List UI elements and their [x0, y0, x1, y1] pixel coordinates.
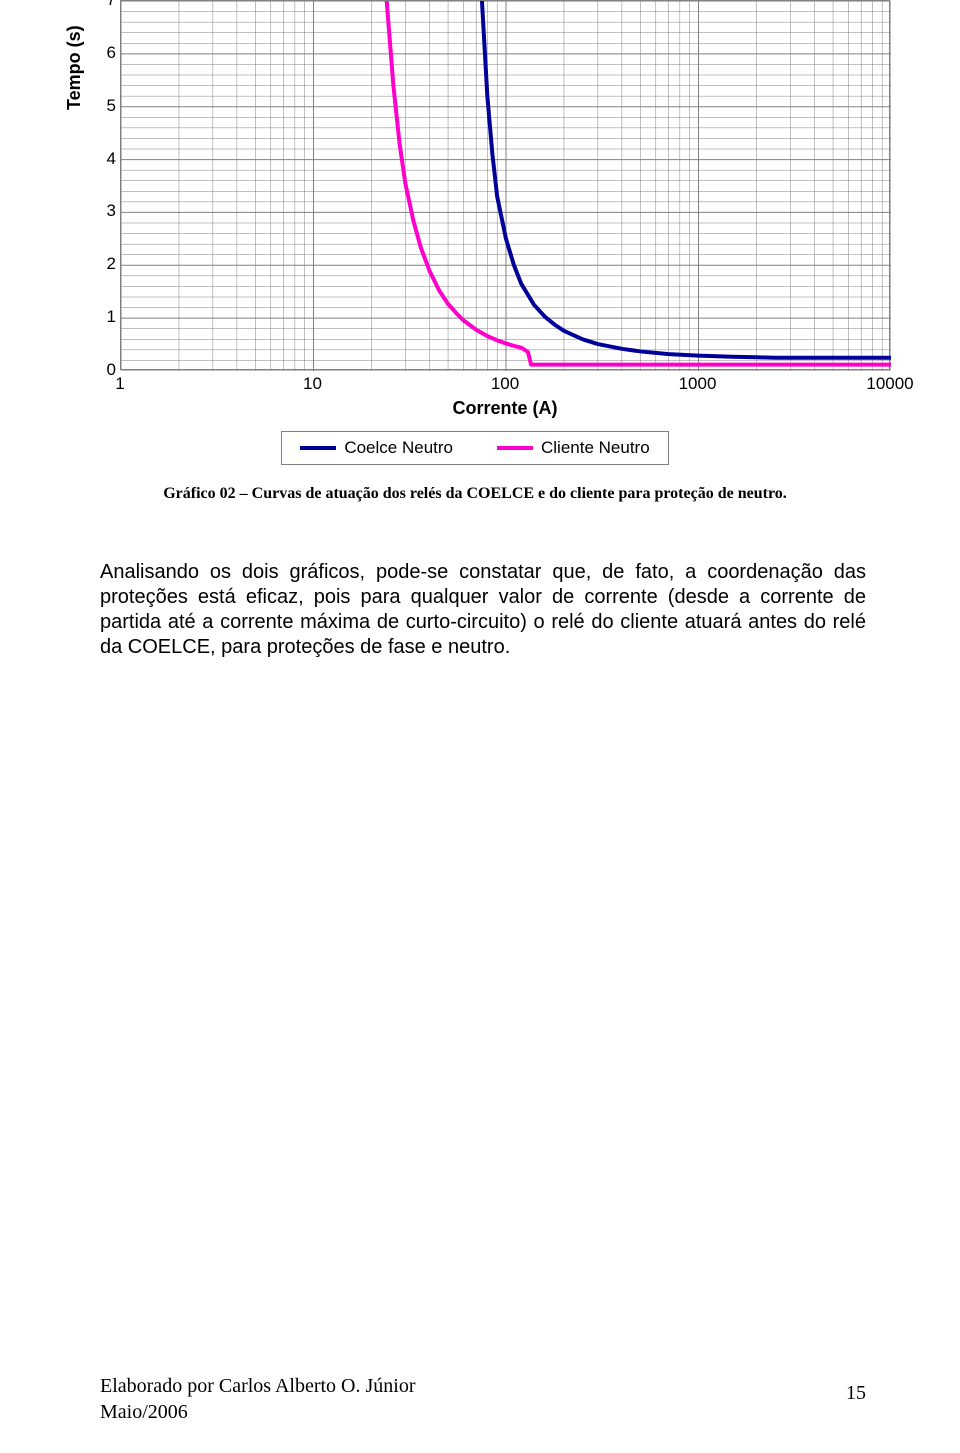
- y-axis-ticks: 01234567: [92, 0, 116, 370]
- y-tick-label: 5: [92, 96, 116, 116]
- y-tick-label: 0: [92, 360, 116, 380]
- legend-swatch: [497, 446, 533, 450]
- chart-container: Tempo (s) 01234567 110100100010000 Corre…: [60, 0, 890, 503]
- y-axis-label: Tempo (s): [64, 25, 85, 110]
- y-tick-label: 3: [92, 201, 116, 221]
- body-paragraph: Analisando os dois gráficos, pode-se con…: [100, 560, 866, 660]
- legend-label: Coelce Neutro: [344, 438, 453, 458]
- chart-plot-area: [120, 0, 890, 370]
- y-tick-label: 2: [92, 254, 116, 274]
- x-tick-label: 1000: [679, 374, 717, 394]
- chart-caption: Gráfico 02 – Curvas de atuação dos relés…: [60, 485, 890, 503]
- footer-date-line: Maio/2006: [100, 1399, 416, 1425]
- x-axis-ticks: 110100100010000: [120, 370, 890, 398]
- y-tick-label: 6: [92, 43, 116, 63]
- y-tick-label: 1: [92, 307, 116, 327]
- footer-author-line: Elaborado por Carlos Alberto O. Júnior: [100, 1373, 416, 1399]
- legend-label: Cliente Neutro: [541, 438, 650, 458]
- footer-author: Elaborado por Carlos Alberto O. Júnior M…: [100, 1373, 416, 1425]
- y-tick-label: 4: [92, 149, 116, 169]
- x-tick-label: 1: [115, 374, 124, 394]
- x-tick-label: 10000: [866, 374, 913, 394]
- chart-legend: Coelce Neutro Cliente Neutro: [281, 431, 668, 465]
- x-axis-label: Corrente (A): [120, 398, 890, 419]
- legend-item: Coelce Neutro: [300, 438, 453, 458]
- legend-item: Cliente Neutro: [497, 438, 650, 458]
- footer-page-number: 15: [846, 1382, 866, 1405]
- chart-svg: [121, 1, 891, 371]
- x-tick-label: 10: [303, 374, 322, 394]
- legend-swatch: [300, 446, 336, 450]
- x-tick-label: 100: [491, 374, 519, 394]
- y-tick-label: 7: [92, 0, 116, 10]
